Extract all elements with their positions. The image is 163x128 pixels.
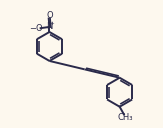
Text: CH₃: CH₃ bbox=[117, 113, 133, 122]
Text: −O: −O bbox=[29, 24, 43, 33]
Text: N: N bbox=[46, 22, 53, 31]
Text: O: O bbox=[46, 11, 53, 20]
Text: +: + bbox=[50, 21, 55, 26]
